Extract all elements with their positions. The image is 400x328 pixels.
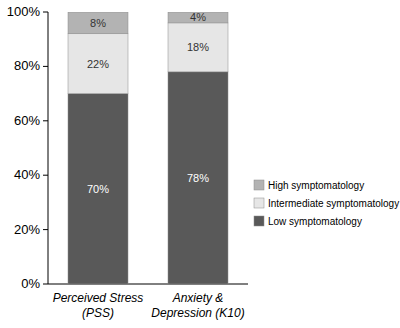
data-label: 70% xyxy=(87,183,109,195)
y-tick-label: 60% xyxy=(14,113,40,128)
legend-swatch xyxy=(254,180,264,190)
bar-segment xyxy=(168,72,228,284)
bar-segment xyxy=(68,12,128,34)
legend-swatch xyxy=(254,198,264,208)
x-tick-label-line: Depression (K10) xyxy=(151,306,244,320)
x-tick-label: Anxiety &Depression (K10) xyxy=(151,291,244,320)
y-tick xyxy=(43,120,48,121)
y-tick xyxy=(43,229,48,230)
bar-segment xyxy=(168,12,228,23)
data-label: 78% xyxy=(187,172,209,184)
legend-swatch xyxy=(254,216,264,226)
bars xyxy=(68,12,228,284)
y-tick xyxy=(43,175,48,176)
chart: 0%20%40%60%80%100%Perceived Stress(PSS)A… xyxy=(0,0,400,328)
legend-label: Low symptomatology xyxy=(268,216,362,227)
y-tick-label: 100% xyxy=(7,4,41,19)
y-tick-label: 40% xyxy=(14,167,40,182)
bar-segment xyxy=(68,34,128,94)
data-label: 18% xyxy=(187,41,209,53)
data-label: 8% xyxy=(90,17,106,29)
bar-segment xyxy=(168,23,228,72)
data-label: 4% xyxy=(190,11,206,23)
y-tick-label: 20% xyxy=(14,222,40,237)
y-tick xyxy=(43,12,48,13)
x-tick-label: Perceived Stress(PSS) xyxy=(53,291,144,320)
legend-label: High symptomatology xyxy=(268,180,364,191)
y-tick-label: 0% xyxy=(21,276,40,291)
x-tick-label-line: (PSS) xyxy=(82,306,114,320)
y-tick xyxy=(43,66,48,67)
data-label: 22% xyxy=(87,58,109,70)
bar-segment xyxy=(68,94,128,284)
y-axis xyxy=(48,12,49,284)
y-tick-label: 80% xyxy=(14,58,40,73)
x-tick-label-line: Anxiety & xyxy=(172,291,224,305)
legend-label: Intermediate symptomatology xyxy=(268,198,399,209)
x-tick-label-line: Perceived Stress xyxy=(53,291,144,305)
y-tick xyxy=(43,284,48,285)
